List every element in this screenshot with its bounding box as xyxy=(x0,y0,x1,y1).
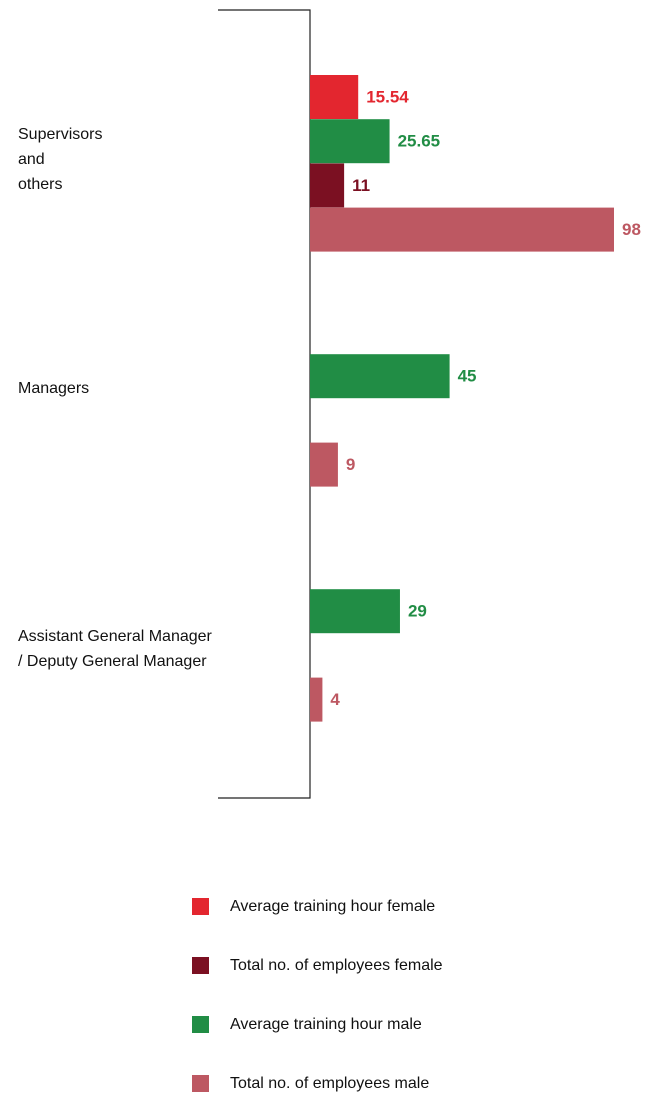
category-label: and xyxy=(18,151,45,168)
value-label: 4 xyxy=(330,690,340,709)
bar xyxy=(310,75,359,119)
legend-swatch xyxy=(192,957,209,974)
value-label: 15.54 xyxy=(366,87,409,106)
axis-bracket xyxy=(218,9,311,799)
bar xyxy=(310,589,400,634)
bar xyxy=(310,677,323,722)
bar xyxy=(310,442,338,487)
category-label: others xyxy=(18,176,62,193)
bar xyxy=(310,207,614,252)
value-label: 25.65 xyxy=(398,132,441,151)
legend-swatch xyxy=(192,1075,209,1092)
legend-label: Average training hour female xyxy=(230,898,435,915)
value-label: 9 xyxy=(346,455,355,474)
bar xyxy=(310,163,345,208)
bar xyxy=(310,119,390,164)
value-label: 29 xyxy=(408,602,427,621)
legend-swatch xyxy=(192,1016,209,1033)
legend-swatch xyxy=(192,898,209,915)
category-label: / Deputy General Manager xyxy=(18,653,207,670)
value-label: 98 xyxy=(622,220,641,239)
category-label: Managers xyxy=(18,380,89,397)
legend-label: Total no. of employees female xyxy=(230,957,443,974)
legend-label: Total no. of employees male xyxy=(230,1075,429,1092)
bar xyxy=(310,354,450,399)
category-label: Assistant General Manager xyxy=(18,628,213,645)
legend-label: Average training hour male xyxy=(230,1016,422,1033)
value-label: 11 xyxy=(352,176,370,195)
value-label: 45 xyxy=(458,367,477,386)
category-label: Supervisors xyxy=(18,126,102,143)
